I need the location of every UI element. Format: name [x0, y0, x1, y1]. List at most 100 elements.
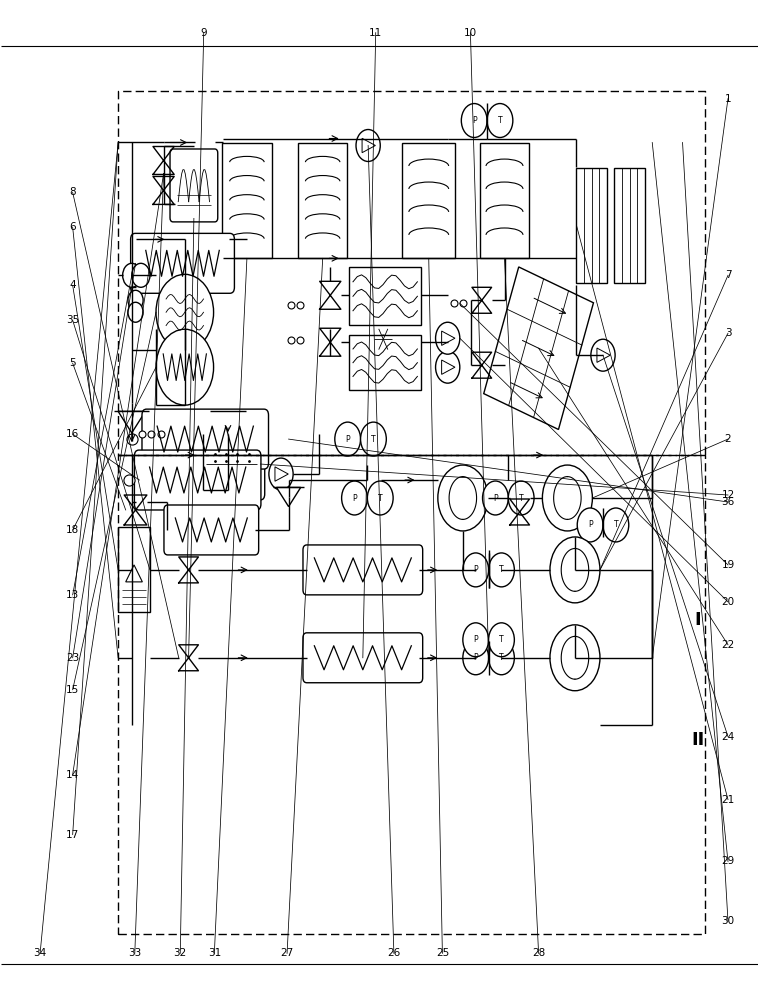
- Text: T: T: [613, 520, 618, 529]
- Circle shape: [489, 553, 515, 587]
- FancyBboxPatch shape: [164, 505, 259, 555]
- Circle shape: [463, 623, 489, 657]
- Text: 11: 11: [369, 28, 383, 38]
- Text: P: P: [474, 565, 478, 574]
- Polygon shape: [362, 138, 376, 153]
- Circle shape: [132, 263, 150, 287]
- Text: P: P: [472, 116, 477, 125]
- Polygon shape: [483, 267, 594, 429]
- Bar: [118, 527, 150, 612]
- Circle shape: [603, 508, 628, 542]
- Text: 32: 32: [174, 948, 187, 958]
- Text: 22: 22: [721, 640, 735, 650]
- Text: T: T: [498, 116, 502, 125]
- Bar: [614, 168, 644, 283]
- Text: 1: 1: [725, 94, 732, 104]
- FancyBboxPatch shape: [199, 428, 265, 500]
- FancyBboxPatch shape: [170, 149, 218, 222]
- Text: 4: 4: [69, 280, 76, 290]
- Text: 10: 10: [464, 28, 477, 38]
- Text: 12: 12: [721, 490, 735, 500]
- Text: T: T: [499, 635, 504, 644]
- Circle shape: [436, 322, 460, 354]
- Text: 24: 24: [721, 732, 735, 742]
- Circle shape: [487, 104, 513, 138]
- Text: 2: 2: [725, 434, 732, 444]
- Circle shape: [156, 274, 213, 350]
- Text: 17: 17: [66, 830, 79, 840]
- Text: 36: 36: [721, 497, 735, 507]
- Bar: [349, 267, 421, 325]
- Text: 23: 23: [66, 653, 79, 663]
- Bar: [577, 168, 606, 283]
- Circle shape: [550, 625, 600, 691]
- Text: T: T: [378, 494, 383, 503]
- Text: 25: 25: [436, 948, 449, 958]
- Text: T: T: [519, 494, 524, 503]
- Circle shape: [489, 641, 515, 675]
- Text: T: T: [499, 653, 504, 662]
- Polygon shape: [442, 331, 455, 345]
- Text: 15: 15: [66, 685, 79, 695]
- Circle shape: [342, 481, 367, 515]
- Text: 5: 5: [69, 358, 76, 368]
- Circle shape: [578, 508, 603, 542]
- Circle shape: [591, 339, 615, 371]
- Text: 14: 14: [66, 770, 79, 780]
- Text: 8: 8: [69, 187, 76, 197]
- Circle shape: [550, 537, 600, 603]
- Text: 20: 20: [722, 597, 735, 607]
- Polygon shape: [214, 411, 241, 433]
- Bar: [349, 335, 421, 390]
- Text: 19: 19: [721, 560, 735, 570]
- Text: 6: 6: [69, 222, 76, 232]
- Text: P: P: [587, 520, 593, 529]
- Text: 9: 9: [200, 28, 207, 38]
- Text: 33: 33: [128, 948, 141, 958]
- Bar: [402, 143, 455, 258]
- Polygon shape: [118, 411, 146, 433]
- Polygon shape: [276, 487, 301, 507]
- Text: P: P: [352, 494, 357, 503]
- Text: 13: 13: [66, 590, 79, 600]
- Polygon shape: [275, 467, 288, 481]
- Circle shape: [123, 263, 141, 287]
- Circle shape: [463, 553, 489, 587]
- Circle shape: [269, 458, 293, 490]
- Text: P: P: [493, 494, 498, 503]
- FancyBboxPatch shape: [303, 633, 423, 683]
- Text: I: I: [694, 611, 701, 629]
- Text: 31: 31: [208, 948, 221, 958]
- Circle shape: [463, 641, 489, 675]
- Text: 35: 35: [66, 315, 79, 325]
- Circle shape: [380, 335, 386, 343]
- Text: 27: 27: [280, 948, 294, 958]
- FancyBboxPatch shape: [134, 450, 261, 510]
- FancyBboxPatch shape: [142, 409, 269, 469]
- Text: T: T: [499, 565, 504, 574]
- Text: 3: 3: [725, 328, 732, 338]
- Circle shape: [438, 465, 488, 531]
- Text: 18: 18: [66, 525, 79, 535]
- Circle shape: [128, 290, 143, 310]
- Polygon shape: [442, 360, 455, 374]
- FancyBboxPatch shape: [131, 233, 235, 293]
- Bar: [222, 143, 272, 258]
- Circle shape: [367, 481, 393, 515]
- Text: 16: 16: [66, 429, 79, 439]
- Circle shape: [483, 481, 509, 515]
- Circle shape: [356, 130, 380, 161]
- Text: 28: 28: [532, 948, 545, 958]
- Circle shape: [128, 302, 143, 322]
- Circle shape: [543, 465, 592, 531]
- Text: T: T: [371, 435, 376, 444]
- Text: 7: 7: [725, 270, 732, 280]
- Text: 30: 30: [722, 916, 735, 926]
- Bar: [480, 143, 529, 258]
- Text: II: II: [691, 731, 704, 749]
- Circle shape: [489, 623, 515, 657]
- Polygon shape: [126, 565, 143, 582]
- Text: P: P: [474, 653, 478, 662]
- Text: 26: 26: [387, 948, 401, 958]
- Circle shape: [156, 329, 213, 405]
